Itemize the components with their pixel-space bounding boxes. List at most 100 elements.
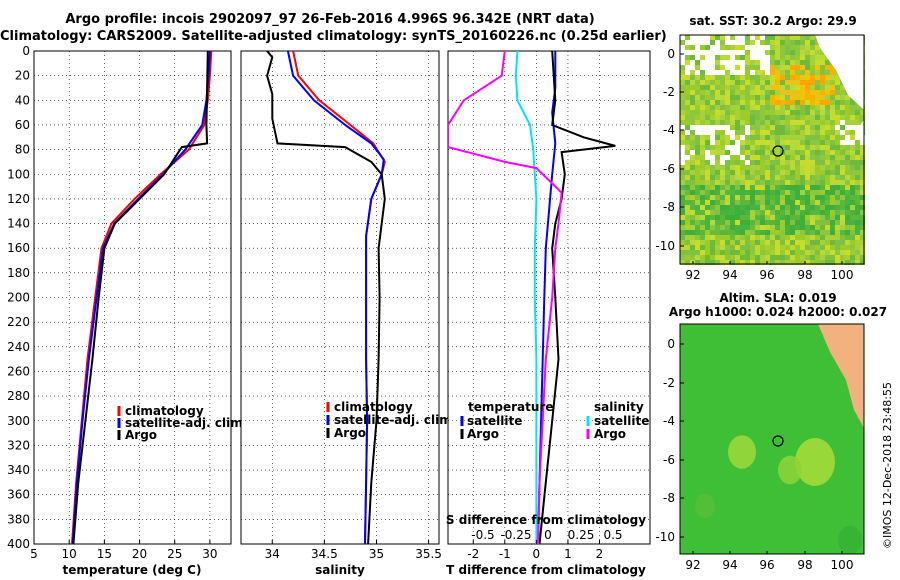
sst-cell: [835, 160, 840, 165]
sst-cell: [705, 220, 710, 225]
sst-cell: [855, 205, 860, 210]
sst-cell: [775, 260, 780, 265]
sst-cell: [740, 250, 745, 255]
sst-cell: [710, 190, 715, 195]
sst-cell: [840, 220, 845, 225]
sst-cell: [700, 195, 705, 200]
sst-cell: [845, 185, 850, 190]
sst-cell: [730, 255, 735, 260]
sst-cell: [815, 60, 820, 65]
map-x-tick-label: 92: [685, 558, 700, 572]
sst-cell: [830, 160, 835, 165]
sst-cell: [840, 230, 845, 235]
depth-tick-label: 200: [7, 291, 30, 305]
sst-cell: [845, 220, 850, 225]
sst-cell: [750, 250, 755, 255]
sst-cell: [825, 75, 830, 80]
sst-cell: [780, 60, 785, 65]
sst-cell: [855, 210, 860, 215]
sst-cell: [830, 140, 835, 145]
sst-cell: [810, 250, 815, 255]
sst-cell: [690, 40, 695, 45]
x-tick-label: 20: [132, 547, 147, 561]
sst-cell: [860, 225, 865, 230]
sst-cell: [800, 125, 805, 130]
sst-cell: [850, 220, 855, 225]
sst-cell: [730, 65, 735, 70]
sst-cell: [835, 80, 840, 85]
sst-cell: [770, 35, 775, 40]
sst-cell: [770, 175, 775, 180]
sst-cell: [810, 235, 815, 240]
sst-cell: [855, 220, 860, 225]
series-line-s-argo: [448, 51, 563, 544]
sst-cell: [790, 95, 795, 100]
sst-map: sat. SST: 30.2 Argo: 29.9 92 94 96 98 1000-2…: [655, 14, 865, 282]
sst-cell: [775, 100, 780, 105]
sst-cell: [775, 240, 780, 245]
sst-cell: [815, 105, 820, 110]
sst-cell: [805, 185, 810, 190]
sst-cell: [685, 170, 690, 175]
sst-cell: [735, 175, 740, 180]
x-tick-label: 2: [596, 547, 604, 561]
sst-cell: [685, 125, 690, 130]
sst-cell: [850, 125, 855, 130]
sst-cell: [725, 255, 730, 260]
sst-cell: [780, 175, 785, 180]
sst-cell: [800, 215, 805, 220]
sst-cell: [680, 250, 685, 255]
sst-cell: [795, 70, 800, 75]
sst-cell: [740, 110, 745, 115]
sst-cell: [755, 205, 760, 210]
sst-cell: [780, 155, 785, 160]
sst-cell: [860, 110, 865, 115]
sst-cell: [805, 195, 810, 200]
sst-cell: [765, 125, 770, 130]
sst-cell: [720, 225, 725, 230]
sst-cell: [745, 85, 750, 90]
sst-cell: [840, 210, 845, 215]
sst-cell: [795, 185, 800, 190]
sst-cell: [725, 185, 730, 190]
sst-cell: [845, 190, 850, 195]
sst-cell: [850, 230, 855, 235]
sst-cell: [825, 105, 830, 110]
sst-cell: [700, 225, 705, 230]
sst-cell: [835, 230, 840, 235]
sst-cell: [745, 40, 750, 45]
sst-cell: [745, 165, 750, 170]
sst-cell: [745, 125, 750, 130]
sst-cell: [720, 40, 725, 45]
sst-cell: [685, 135, 690, 140]
sst-cell: [725, 195, 730, 200]
sst-cell: [710, 220, 715, 225]
sst-cell: [825, 95, 830, 100]
sst-cell: [715, 35, 720, 40]
sst-cell: [710, 250, 715, 255]
legend-argo: Argo: [334, 426, 366, 440]
sst-cell: [685, 110, 690, 115]
sst-cell: [725, 155, 730, 160]
sst-cell: [700, 170, 705, 175]
sst-cell: [835, 165, 840, 170]
sst-cell: [805, 245, 810, 250]
sst-cell: [740, 105, 745, 110]
sst-cell: [810, 220, 815, 225]
sst-cell: [730, 80, 735, 85]
sst-cell: [725, 105, 730, 110]
sst-cell: [760, 40, 765, 45]
sst-cell: [835, 195, 840, 200]
map-x-tick-label: 100: [831, 268, 854, 282]
sst-cell: [825, 165, 830, 170]
sst-cell: [805, 35, 810, 40]
sst-cell: [720, 145, 725, 150]
sst-cell: [820, 190, 825, 195]
sst-cell: [800, 45, 805, 50]
sst-cell: [710, 45, 715, 50]
sst-cell: [750, 235, 755, 240]
sst-cell: [725, 125, 730, 130]
sst-cell: [780, 225, 785, 230]
sst-cell: [720, 75, 725, 80]
